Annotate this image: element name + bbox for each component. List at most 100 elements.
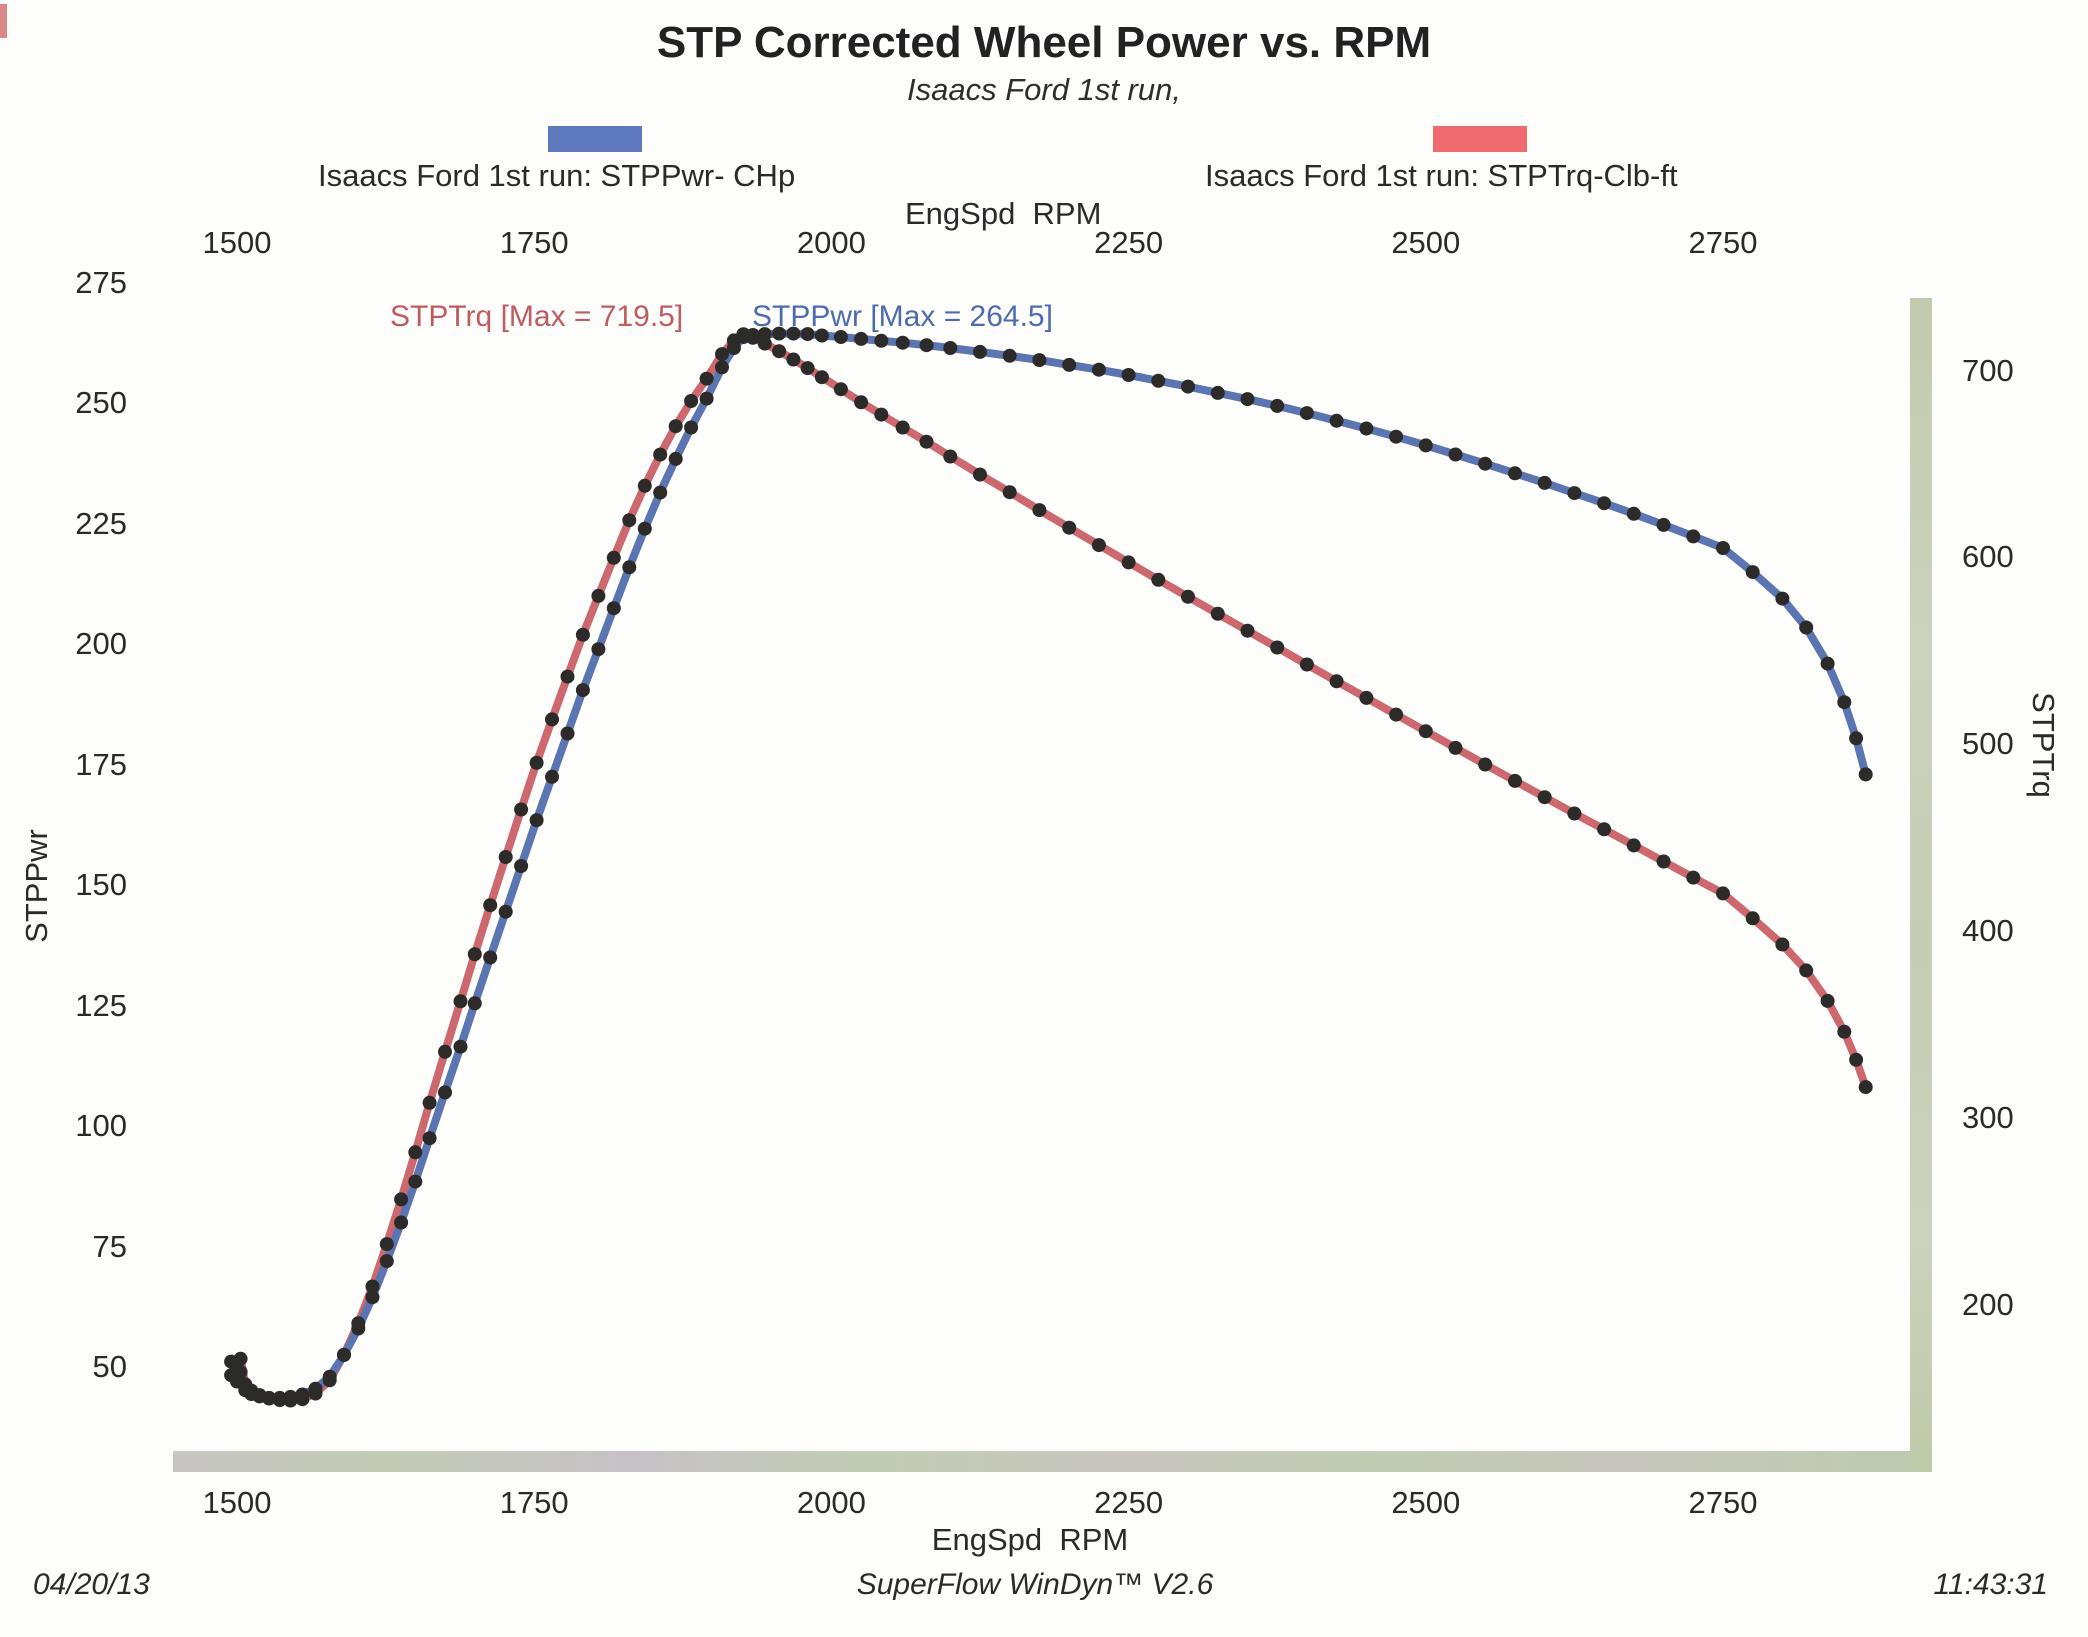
data-point xyxy=(483,950,498,965)
data-point xyxy=(684,394,699,408)
data-point xyxy=(1418,724,1433,739)
data-point xyxy=(854,331,869,346)
data-point xyxy=(1567,486,1582,501)
data-point xyxy=(1626,838,1641,853)
data-point xyxy=(622,513,637,528)
data-point xyxy=(1121,555,1136,570)
data-point xyxy=(833,382,848,397)
data-point xyxy=(800,327,815,342)
data-point xyxy=(560,726,575,741)
right-tick-label: 700 xyxy=(1962,352,2014,388)
data-point xyxy=(1062,357,1077,372)
data-point xyxy=(1656,854,1671,869)
data-point xyxy=(1210,385,1225,400)
data-point xyxy=(438,1044,452,1059)
footer-time: 11:43:31 xyxy=(1933,1568,2048,1601)
data-point xyxy=(1181,589,1195,604)
data-point xyxy=(919,338,934,353)
data-point xyxy=(1270,640,1285,655)
left-tick-label: 175 xyxy=(75,746,127,782)
data-point xyxy=(1091,538,1106,553)
left-tick-label: 50 xyxy=(92,1349,127,1385)
data-point xyxy=(745,328,760,342)
right-tick-label: 300 xyxy=(1962,1100,2014,1136)
data-point xyxy=(895,335,910,350)
data-point xyxy=(394,1192,409,1207)
power-max-annotation: STPPwr [Max = 264.5] xyxy=(752,300,1053,333)
data-point xyxy=(786,326,801,341)
data-point xyxy=(1820,656,1835,671)
data-point xyxy=(575,627,590,642)
data-point xyxy=(1775,937,1790,952)
data-point xyxy=(272,1390,287,1405)
data-point xyxy=(233,1351,248,1366)
bottom-tick-label: 2750 xyxy=(1688,1485,1758,1520)
data-point xyxy=(498,850,513,864)
chart-subtitle: Isaacs Ford 1st run, xyxy=(907,72,1181,107)
data-point xyxy=(529,755,544,770)
data-point xyxy=(1686,870,1701,885)
data-point xyxy=(1359,421,1374,436)
data-point xyxy=(379,1237,394,1252)
data-point xyxy=(814,328,829,343)
data-point xyxy=(668,419,683,434)
data-point xyxy=(1181,379,1195,394)
data-point xyxy=(1716,541,1730,555)
data-point xyxy=(514,859,529,873)
data-point xyxy=(1837,695,1852,710)
data-point xyxy=(365,1279,380,1294)
right-tick-label: 500 xyxy=(1962,726,2014,762)
data-point xyxy=(1508,773,1522,788)
left-tick-label: 125 xyxy=(75,987,127,1023)
right-tick-label: 200 xyxy=(1962,1287,2014,1322)
left-tick-label: 150 xyxy=(75,867,127,903)
data-point xyxy=(1062,520,1077,535)
data-point xyxy=(337,1348,351,1362)
data-point xyxy=(814,370,829,385)
left-tick-label: 200 xyxy=(75,626,127,662)
data-point xyxy=(715,347,729,362)
data-point xyxy=(653,485,668,500)
data-point xyxy=(1270,398,1285,413)
left-tick-label: 225 xyxy=(75,505,127,541)
left-tick-label: 100 xyxy=(75,1108,127,1144)
bottom-tick-label: 2000 xyxy=(796,1485,866,1520)
data-point xyxy=(715,360,729,375)
data-point xyxy=(637,521,652,536)
data-point xyxy=(483,898,498,913)
left-tick-label: 250 xyxy=(75,385,127,421)
data-point xyxy=(422,1095,437,1110)
top-tick-label: 2500 xyxy=(1391,225,1461,260)
data-point xyxy=(1745,565,1760,580)
power-data-points xyxy=(224,326,1873,1405)
data-point xyxy=(1389,707,1404,722)
data-point xyxy=(1329,674,1344,689)
right-tick-label: 600 xyxy=(1962,539,2014,575)
data-point xyxy=(726,341,741,355)
footer-app-version: SuperFlow WinDyn™ V2.6 xyxy=(856,1568,1214,1601)
scan-artifact xyxy=(0,4,7,38)
data-point xyxy=(408,1174,423,1189)
data-point xyxy=(560,669,575,684)
data-point xyxy=(379,1254,394,1269)
data-point xyxy=(1418,438,1433,453)
data-point xyxy=(1210,606,1225,621)
power-legend-label: Isaacs Ford 1st run: STPPwr- CHp xyxy=(318,158,796,193)
data-point xyxy=(1389,429,1404,444)
data-point xyxy=(1240,392,1255,407)
data-point xyxy=(895,420,910,435)
data-point xyxy=(637,478,652,493)
data-point xyxy=(757,327,772,342)
data-point xyxy=(919,434,934,449)
data-point xyxy=(699,371,714,386)
data-point xyxy=(1537,475,1552,490)
data-point xyxy=(973,344,987,359)
data-point xyxy=(622,560,637,575)
torque-legend-swatch xyxy=(1433,126,1527,152)
data-point xyxy=(545,712,559,727)
left-tick-label: 75 xyxy=(92,1228,127,1264)
torque-max-annotation: STPTrq [Max = 719.5] xyxy=(390,300,684,333)
data-point xyxy=(1537,790,1552,805)
data-point xyxy=(668,451,683,466)
data-point xyxy=(575,683,590,698)
